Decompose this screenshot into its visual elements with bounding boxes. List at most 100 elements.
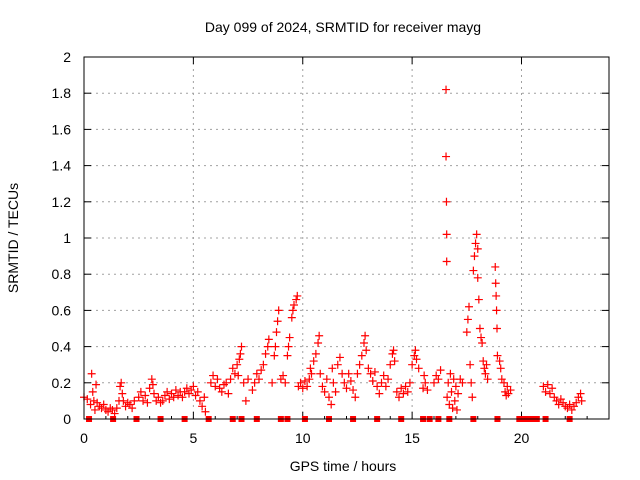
data-point [472,230,481,239]
y-tick-label: 0.4 [52,339,72,355]
data-point [475,324,484,333]
data-point [300,376,309,385]
chart-title: Day 099 of 2024, SRMTID for receiver may… [205,19,481,35]
data-point [473,273,482,282]
data-point [466,360,475,369]
data-point [388,349,397,358]
data-point [421,378,430,387]
data-point [469,266,478,275]
data-point [436,366,445,375]
data-point [450,396,459,405]
data-point [222,378,231,387]
data-point [287,313,296,322]
data-point [189,382,198,391]
y-axis-ticks: 0 0.2 0.4 0.6 0.8 1 1.2 1.4 1.6 1.8 2 [52,49,609,427]
data-point [434,375,443,384]
data-point [446,369,455,378]
y-tick-label: 1.2 [52,194,72,210]
data-point [89,396,98,405]
data-point [226,375,235,384]
data-point [119,396,128,405]
data-point [136,387,145,396]
data-point [239,378,248,387]
data-point [148,380,157,389]
data-point [193,387,202,396]
data-point [112,404,121,413]
data-point [331,387,340,396]
data-point [335,353,344,362]
data-point [390,357,399,366]
data-point [233,360,242,369]
data-point [88,387,97,396]
data-point [442,197,451,206]
data-point [414,364,423,373]
data-point [373,382,382,391]
plot-border [83,56,610,420]
y-tick-label: 0 [63,411,71,427]
x-axis-label: GPS time / hours [290,458,397,474]
data-point [412,355,421,364]
data-point [139,396,148,405]
data-point [117,378,126,387]
data-point [419,384,428,393]
data-point [268,378,277,387]
data-point [217,387,226,396]
data-point [259,360,268,369]
data-point [248,386,257,395]
data-point [273,317,282,326]
data-point [281,378,290,387]
data-point [329,378,338,387]
data-point [447,387,456,396]
data-point [271,342,280,351]
data-point [576,389,585,398]
data-point [178,393,187,402]
data-point [264,335,273,344]
data-point [389,346,398,355]
data-point [492,291,501,300]
data-point [451,382,460,391]
data-point [539,382,548,391]
data-point [474,295,483,304]
data-point [342,384,351,393]
data-point [442,85,451,94]
data-point [443,393,452,402]
data-point [362,346,371,355]
data-point [481,369,490,378]
data-point [92,380,101,389]
data-point [401,382,410,391]
data-point [198,402,207,411]
data-point [333,360,342,369]
data-point [86,400,95,409]
data-point [377,378,386,387]
y-tick-label: 1.8 [52,85,72,101]
data-point [468,393,477,402]
data-point [492,306,501,315]
grid [84,57,609,419]
data-point [141,391,150,400]
data-point [274,306,283,315]
data-point [577,396,586,405]
data-point [128,404,137,413]
data-point [360,338,368,347]
data-point [379,371,388,380]
data-point [395,393,403,402]
data-point [206,378,215,387]
data-point [500,378,508,387]
data-point [491,262,500,271]
data-point [420,371,429,380]
data-point [250,378,259,387]
data-point [290,300,298,309]
data-point [408,360,417,369]
data-point [351,393,360,402]
data-point [465,302,473,311]
data-point [501,387,510,396]
data-point [288,306,297,315]
data-point [158,396,167,405]
data-point [182,384,191,393]
data-point [263,342,272,351]
x-tick-label: 20 [514,430,530,446]
data-point [541,387,550,396]
data-point [236,349,245,358]
